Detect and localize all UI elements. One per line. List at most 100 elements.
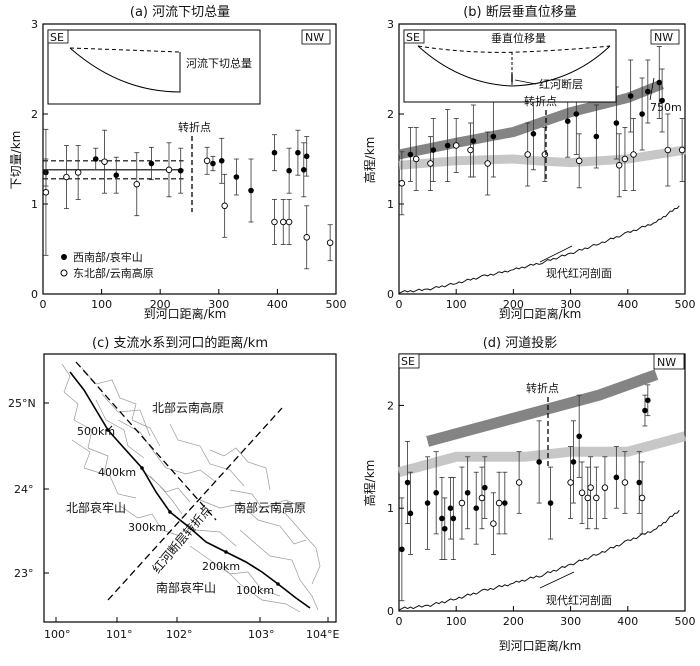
panel-b-point-filled (490, 133, 497, 140)
panel-b-inset-nw: NW (654, 31, 673, 44)
panel-b-ylabel: 高程/km (362, 137, 377, 184)
panel-a-title: (a) 河流下切总量 (130, 5, 230, 20)
panel-a-xtick-label: 500 (326, 298, 347, 311)
panel-b-ticks: 0 100 200 300 400 500 0 1 2 3 (387, 18, 696, 311)
panel-d-point-open (495, 499, 503, 507)
lat-24: 24° (14, 483, 34, 496)
panel-b-title: (b) 断层垂直位移量 (463, 5, 577, 20)
panel-a-xtick-label: 400 (267, 298, 288, 311)
panel-d-xtick-label: 100 (446, 615, 467, 628)
panel-b-point-filled (656, 79, 663, 86)
panel-b-point-filled (573, 111, 580, 117)
panel-a-point-open (221, 202, 228, 210)
panel-a-inset-nw: NW (305, 31, 324, 44)
lon-101: 101° (106, 628, 133, 641)
modern-river-profile (398, 205, 680, 294)
panel-a-ytick-label: 0 (31, 288, 38, 301)
panel-b-point-open (398, 180, 406, 187)
panel-b-ytick-label: 2 (387, 108, 394, 121)
panel-d-frame (398, 353, 686, 612)
panel-b-profile-label: 现代红河剖面 (546, 266, 612, 280)
modern-river-profile (398, 509, 680, 611)
panel-a-point-filled (286, 167, 292, 174)
panel-b-inset-top: 垂直位移量 (491, 31, 546, 45)
panel-d-ytick-label: 1 (387, 502, 394, 515)
panel-d-point-filled (482, 484, 488, 491)
panel-d-point-open (490, 520, 497, 527)
panel-a-point-filled (92, 156, 99, 162)
panel-d-point-filled (447, 505, 454, 512)
panel-d-profile (398, 509, 680, 611)
panel-b-point-open (678, 146, 686, 154)
panel-d-profile-label: 现代红河剖面 (546, 593, 612, 607)
panel-c-drainage (61, 363, 321, 613)
red-river-main (69, 371, 311, 609)
panel-d-point-filled (473, 505, 480, 512)
panel-b-point-open (615, 162, 623, 169)
panel-b-point-filled (470, 138, 477, 144)
panel-d-point-open (601, 484, 609, 491)
panel-a-point-open (133, 180, 141, 188)
panel-a-point-filled (271, 149, 278, 156)
panel-d-point-filled (464, 489, 471, 496)
panel-d-point-open (621, 479, 629, 486)
panel-a-point-filled (218, 158, 225, 164)
panel-a-point-open (101, 158, 108, 165)
panel-d-point-open (578, 489, 586, 497)
panel-c-distance-labels: 500km 400km 300km 200km 100km (77, 425, 280, 597)
panel-a-point-filled (303, 153, 310, 160)
panel-b-point-filled (407, 151, 414, 158)
panel-c-frame (43, 353, 337, 623)
panel-a-point-open (203, 157, 211, 165)
panel-d-point-open (587, 484, 594, 491)
panel-b-point-filled (639, 111, 645, 117)
panel-a-ytick-label: 2 (31, 108, 38, 121)
panel-b-point-open (467, 146, 474, 154)
dist-200: 200km (202, 560, 240, 573)
panel-b-point-open (575, 157, 583, 165)
panel-b-xtick-label: 400 (617, 298, 638, 311)
panel-b-xlabel: 到河口距离/km (499, 306, 582, 321)
panel-d-point-filled (424, 500, 431, 506)
panel-d-turning-label: 转折点 (526, 381, 559, 395)
panel-a-point-filled (113, 172, 120, 178)
panel-c: (c) 支流水系到河口的距离/km 100° 101° 102° 103° 10… (8, 335, 339, 641)
lat-23: 23° (14, 567, 34, 580)
panel-d-point-filled (576, 433, 582, 440)
panel-a-inset-frame (47, 29, 261, 105)
panel-a-point-open (74, 169, 82, 176)
panel-a-inset: SE NW 河流下切总量 (47, 29, 331, 105)
panel-a-point-open (42, 189, 50, 196)
panel-d-se: SE (401, 355, 415, 368)
panel-b-point-open (541, 151, 549, 158)
lon-100: 100° (44, 628, 71, 641)
panel-c-lat-ticks: 25°N 24° 23° (8, 397, 49, 580)
dist-300: 300km (128, 521, 166, 534)
panel-a: (a) 河流下切总量 0 100 200 300 400 500 0 1 2 3 到河口距离/km… (9, 5, 347, 321)
dist-500: 500km (77, 425, 115, 438)
panel-b-point-open (452, 142, 460, 149)
panel-d-xtick-label: 200 (503, 615, 524, 628)
panel-a-point-open (271, 218, 278, 226)
panel-d-ylabel: 高程/km (362, 460, 377, 507)
panel-b-point-open (524, 151, 531, 158)
upper-trend-band (426, 369, 659, 447)
legend-label-filled: 西南部/哀牢山 (73, 250, 143, 264)
lower-trend-band (398, 145, 686, 170)
panel-d-point-filled (502, 500, 508, 506)
panel-d-point-filled (642, 407, 648, 414)
panel-a-inset-profile (69, 47, 181, 93)
panel-d-point-filled (570, 459, 577, 465)
panel-b-point-open (484, 160, 491, 167)
panel-b-point-filled (564, 118, 571, 124)
panel-b-point-open (630, 151, 637, 158)
panel-b-xtick-label: 300 (560, 298, 581, 311)
panel-d-ytick-label: 0 (387, 605, 394, 618)
fault-line-nw (75, 361, 217, 521)
panel-a-point-open (326, 239, 334, 246)
panel-b-xtick-label: 100 (446, 298, 467, 311)
panel-b-xtick-label: 200 (503, 298, 524, 311)
panel-a-inset-label: 河流下切总量 (186, 56, 252, 70)
panel-a-point-filled (295, 149, 301, 156)
panel-d-points (399, 384, 651, 602)
